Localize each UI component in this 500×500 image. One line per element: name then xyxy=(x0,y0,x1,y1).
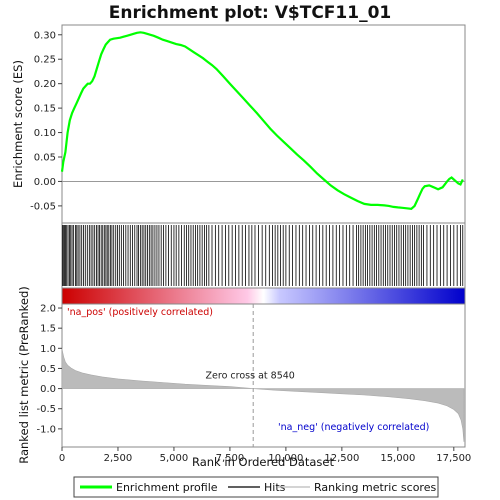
hits-marks xyxy=(62,225,464,286)
x-tick-label: 12,500 xyxy=(324,453,359,464)
metric-y-tick-label: 1.0 xyxy=(40,344,56,355)
es-y-axis-title: Enrichment score (ES) xyxy=(11,60,25,188)
legend-enrichment-profile-label: Enrichment profile xyxy=(116,481,218,494)
ranking-heat-bar xyxy=(61,287,466,305)
metric-y-axis: -1.0 -0.5 0.0 0.5 1.0 1.5 2.0 xyxy=(36,304,62,435)
metric-y-axis-title: Ranked list metric (PreRanked) xyxy=(17,286,31,464)
es-y-tick-label: 0.30 xyxy=(34,30,56,41)
metric-y-tick-label: 2.0 xyxy=(40,304,56,315)
chart-title: Enrichment plot: V$TCF11_01 xyxy=(109,3,392,23)
es-y-axis: -0.05 0.00 0.05 0.10 0.15 0.20 0.25 0.30 xyxy=(30,30,62,212)
x-tick-label: 0 xyxy=(59,453,65,464)
enrichment-profile-line xyxy=(60,31,464,210)
x-tick-label: 7,500 xyxy=(216,453,245,464)
x-axis-title: Rank in Ordered Dataset xyxy=(192,455,335,469)
metric-y-tick-label: -1.0 xyxy=(36,424,56,435)
metric-y-tick-label: 1.5 xyxy=(40,324,56,335)
legend-ranking-metric-label: Ranking metric scores xyxy=(314,481,436,494)
es-y-tick-label: 0.10 xyxy=(34,128,56,139)
es-y-tick-label: 0.25 xyxy=(34,55,56,66)
es-y-tick-label: 0.05 xyxy=(34,153,56,164)
metric-y-tick-label: 0.5 xyxy=(40,364,56,375)
es-y-tick-label: 0.15 xyxy=(34,104,56,115)
x-tick-label: 5,000 xyxy=(160,453,189,464)
es-y-tick-label: 0.00 xyxy=(34,177,56,188)
es-panel-frame xyxy=(61,24,466,224)
x-tick-label: 15,000 xyxy=(380,453,415,464)
es-y-tick-label: 0.20 xyxy=(34,79,56,90)
es-y-tick-label: -0.05 xyxy=(30,201,56,212)
hits-panel-frame xyxy=(61,222,466,289)
metric-panel-frame xyxy=(61,303,466,448)
legend-hits-label: Hits xyxy=(264,481,286,494)
metric-y-tick-label: -0.5 xyxy=(36,404,56,415)
metric-y-tick-label: 0.0 xyxy=(40,384,56,395)
x-tick-label: 10,000 xyxy=(268,453,303,464)
metric-x-axis: 0 2,500 5,000 7,500 10,000 12,500 15,000 17,500 xyxy=(59,447,471,464)
positive-correlation-label: 'na_pos' (positively correlated) xyxy=(67,307,213,318)
negative-correlation-label: 'na_neg' (negatively correlated) xyxy=(278,422,429,433)
zero-cross-label: Zero cross at 8540 xyxy=(206,371,295,382)
x-tick-label: 17,500 xyxy=(436,453,471,464)
x-tick-label: 2,500 xyxy=(104,453,133,464)
